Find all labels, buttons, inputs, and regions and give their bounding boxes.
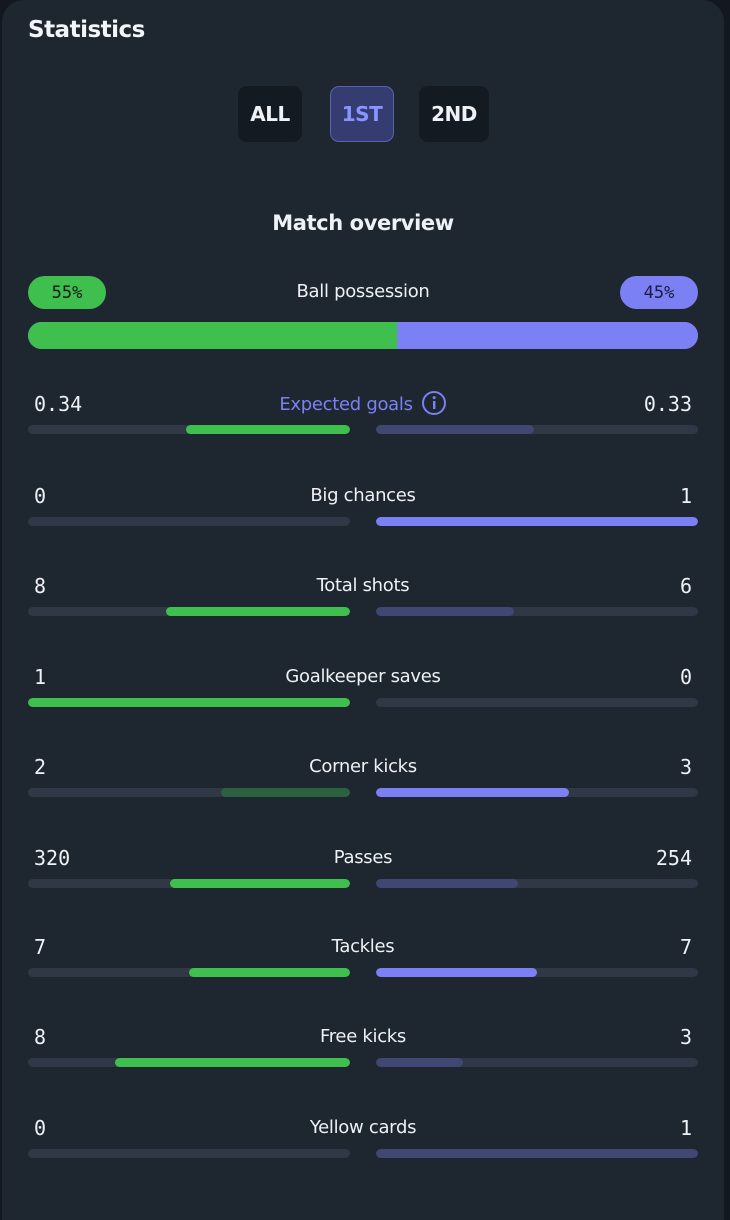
stat-label: Goalkeeper saves — [2, 665, 724, 689]
away-value: 0.33 — [643, 392, 692, 416]
home-possession-badge: 55% — [28, 276, 106, 309]
away-bar-fill — [376, 968, 537, 977]
home-bar-track — [28, 879, 350, 888]
away-value: 1 — [679, 484, 692, 508]
home-value: 8 — [34, 574, 47, 598]
home-bar-track — [28, 425, 350, 434]
tab-second-half[interactable]: 2ND — [419, 86, 489, 142]
stat-row: 320 Passes 254 — [2, 846, 724, 906]
away-value: 3 — [679, 755, 692, 779]
home-value: 0 — [34, 484, 47, 508]
stat-row: 0 Yellow cards 1 — [2, 1116, 724, 1176]
home-value: 2 — [34, 755, 47, 779]
possession-row: 55% Ball possession 45% — [2, 276, 724, 310]
home-bar-fill — [189, 968, 350, 977]
tab-all[interactable]: ALL — [238, 86, 302, 142]
away-value: 0 — [679, 665, 692, 689]
away-value: 7 — [679, 935, 692, 959]
away-bar-track — [376, 425, 698, 434]
home-bar-track — [28, 1058, 350, 1067]
info-icon[interactable] — [421, 390, 447, 416]
stat-row: 0.34 Expected goals 0.33 — [2, 390, 724, 452]
home-value: 0 — [34, 1116, 47, 1140]
away-value: 6 — [679, 574, 692, 598]
stat-label: Passes — [2, 846, 724, 870]
home-value: 0.34 — [34, 392, 83, 416]
home-bar-fill — [185, 425, 350, 434]
stat-row: 2 Corner kicks 3 — [2, 755, 724, 815]
away-bar-track — [376, 788, 698, 797]
away-value: 1 — [679, 1116, 692, 1140]
stat-label: Yellow cards — [2, 1116, 724, 1140]
home-value: 1 — [34, 665, 47, 689]
away-value: 3 — [679, 1025, 692, 1049]
home-value: 7 — [34, 935, 47, 959]
away-bar-track — [376, 968, 698, 977]
away-bar-fill — [376, 517, 698, 526]
stat-label-text: Big chances — [310, 485, 416, 506]
home-bar-track — [28, 698, 350, 707]
stat-label-text: Yellow cards — [309, 1117, 417, 1138]
away-bar-fill — [376, 879, 518, 888]
card-title: Statistics — [28, 17, 145, 43]
home-bar-fill — [114, 1058, 350, 1067]
home-bar-fill — [28, 698, 350, 707]
stat-row: 1 Goalkeeper saves 0 — [2, 665, 724, 725]
away-bar-fill — [376, 425, 534, 434]
section-title: Match overview — [272, 211, 454, 235]
away-bar-track — [376, 1149, 698, 1158]
tab-first-half[interactable]: 1ST — [330, 86, 394, 142]
stat-label: Tackles — [2, 935, 724, 959]
period-tabs: ALL 1ST 2ND — [2, 86, 724, 142]
away-bar-track — [376, 1058, 698, 1067]
possession-bar-away — [396, 322, 698, 349]
stat-label: Big chances — [2, 484, 724, 508]
away-bar-track — [376, 517, 698, 526]
stat-label-text: Expected goals — [279, 394, 413, 415]
stat-label-text: Total shots — [316, 575, 410, 596]
stat-label-text: Corner kicks — [309, 756, 417, 777]
possession-bar — [28, 322, 698, 349]
away-value: 254 — [655, 846, 692, 870]
away-possession-badge: 45% — [620, 276, 698, 309]
stat-label[interactable]: Expected goals — [2, 390, 724, 418]
away-bar-fill — [376, 788, 570, 797]
stat-label-text: Goalkeeper saves — [285, 666, 441, 687]
home-bar-fill — [169, 879, 350, 888]
home-bar-track — [28, 968, 350, 977]
stat-label-text: Free kicks — [319, 1026, 407, 1047]
stat-row: 8 Total shots 6 — [2, 574, 724, 634]
away-bar-track — [376, 607, 698, 616]
stat-row: 0 Big chances 1 — [2, 484, 724, 544]
home-bar-track — [28, 788, 350, 797]
stat-label-text: Tackles — [331, 936, 395, 957]
stat-label: Free kicks — [2, 1025, 724, 1049]
away-bar-track — [376, 698, 698, 707]
possession-label: Ball possession — [296, 281, 430, 302]
away-bar-fill — [376, 607, 515, 616]
home-bar-fill — [221, 788, 350, 797]
stat-label-text: Passes — [333, 847, 393, 868]
home-bar-fill — [166, 607, 350, 616]
stat-label: Corner kicks — [2, 755, 724, 779]
home-value: 8 — [34, 1025, 47, 1049]
away-bar-fill — [376, 1058, 463, 1067]
home-bar-track — [28, 517, 350, 526]
away-bar-track — [376, 879, 698, 888]
away-bar-fill — [376, 1149, 698, 1158]
home-bar-track — [28, 1149, 350, 1158]
stat-label: Total shots — [2, 574, 724, 598]
stat-row: 8 Free kicks 3 — [2, 1025, 724, 1085]
home-value: 320 — [34, 846, 71, 870]
stat-row: 7 Tackles 7 — [2, 935, 724, 995]
possession-bar-home — [28, 322, 397, 349]
home-bar-track — [28, 607, 350, 616]
